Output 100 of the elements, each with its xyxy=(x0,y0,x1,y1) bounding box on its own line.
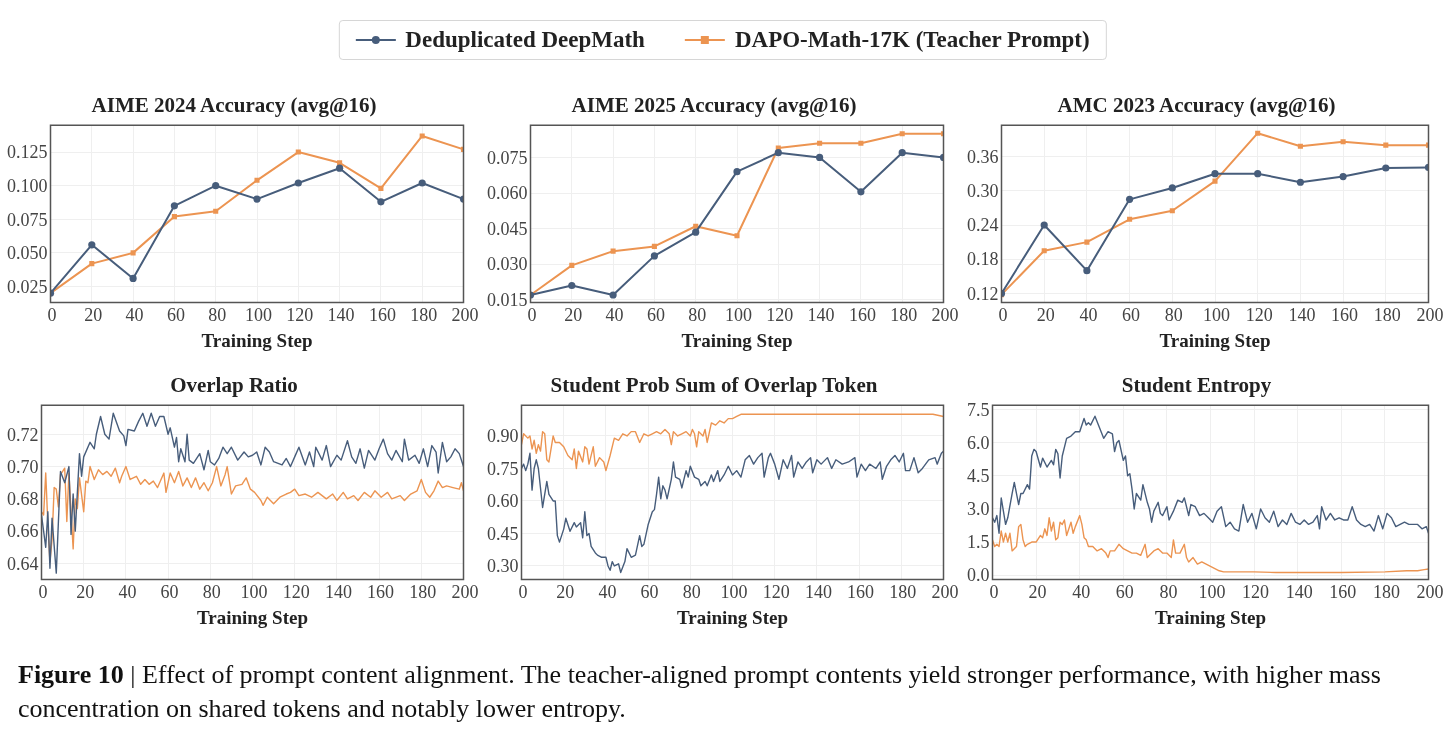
x-tick-label: 140 xyxy=(1285,582,1313,603)
y-tick-label: 0.075 xyxy=(487,147,528,168)
point xyxy=(1040,221,1048,229)
x-tick-label: 100 xyxy=(725,305,752,326)
point xyxy=(693,223,699,229)
point xyxy=(378,185,384,191)
x-tick-label: 40 xyxy=(598,582,617,603)
x-tick-label: 160 xyxy=(368,305,396,326)
x-tick-label: 140 xyxy=(807,305,835,326)
point xyxy=(337,160,343,166)
point xyxy=(816,153,824,162)
y-tick-label: 0.0 xyxy=(967,565,990,586)
point xyxy=(1084,239,1090,245)
x-tick-label: 0 xyxy=(998,305,1008,326)
x-tick-label: 180 xyxy=(889,582,917,603)
x-tick-label: 40 xyxy=(605,305,624,326)
chart-title: AIME 2025 Accuracy (avg@16) xyxy=(571,93,857,118)
point xyxy=(1083,267,1091,275)
y-tick-label: 0.64 xyxy=(7,553,39,574)
point xyxy=(253,195,261,203)
y-tick-label: 0.060 xyxy=(487,183,528,204)
point xyxy=(858,140,864,146)
x-tick-label: 120 xyxy=(762,582,790,603)
x-tick-label: 100 xyxy=(720,582,748,603)
chart-title: Overlap Ratio xyxy=(170,373,298,398)
point xyxy=(1041,248,1047,254)
x-tick-label: 180 xyxy=(410,305,438,326)
y-tick-label: 0.18 xyxy=(967,249,999,270)
chart-title: Student Entropy xyxy=(1121,373,1272,398)
point xyxy=(1212,178,1218,184)
x-tick-label: 200 xyxy=(931,305,959,326)
x-tick-label: 180 xyxy=(1373,305,1401,326)
x-tick-label: 20 xyxy=(76,582,95,603)
y-tick-label: 0.015 xyxy=(487,289,528,310)
y-tick-label: 0.30 xyxy=(967,181,999,202)
y-tick-label: 6.0 xyxy=(967,432,990,453)
point xyxy=(1126,195,1134,203)
y-tick-label: 1.5 xyxy=(967,532,990,553)
point xyxy=(213,208,219,214)
point xyxy=(419,133,425,139)
x-tick-label: 60 xyxy=(1122,305,1141,326)
chart-title: Student Prob Sum of Overlap Token xyxy=(550,373,878,398)
x-axis-title: Training Step xyxy=(676,606,789,628)
x-tick-label: 180 xyxy=(890,305,918,326)
x-tick-label: 20 xyxy=(1036,305,1055,326)
x-tick-label: 100 xyxy=(1198,582,1226,603)
x-tick-label: 40 xyxy=(1079,305,1098,326)
point xyxy=(1254,170,1262,178)
x-tick-label: 80 xyxy=(1159,582,1178,603)
y-tick-label: 4.5 xyxy=(967,466,990,487)
point xyxy=(377,198,385,206)
point xyxy=(733,168,741,176)
x-tick-label: 40 xyxy=(125,305,144,326)
x-tick-label: 100 xyxy=(1203,305,1230,326)
y-tick-label: 0.60 xyxy=(487,491,519,512)
x-tick-label: 180 xyxy=(409,582,437,603)
point xyxy=(1339,172,1347,181)
x-tick-label: 60 xyxy=(1115,582,1134,603)
x-tick-label: 200 xyxy=(451,305,479,326)
point xyxy=(1383,142,1389,148)
point xyxy=(609,291,617,299)
x-tick-label: 160 xyxy=(367,582,395,603)
x-tick-label: 80 xyxy=(688,305,707,326)
x-axis-title: Training Step xyxy=(1159,329,1271,351)
point xyxy=(1211,170,1219,178)
point xyxy=(650,252,658,260)
y-tick-label: 0.24 xyxy=(967,215,999,236)
x-tick-label: 0 xyxy=(38,582,48,603)
x-tick-label: 80 xyxy=(202,582,221,603)
y-tick-label: 0.70 xyxy=(7,456,39,477)
x-tick-label: 60 xyxy=(160,582,179,603)
point xyxy=(568,281,576,290)
x-tick-label: 200 xyxy=(451,582,479,603)
point xyxy=(1297,143,1303,149)
point xyxy=(1169,208,1175,214)
x-tick-label: 80 xyxy=(682,582,701,603)
y-tick-label: 0.66 xyxy=(7,521,39,542)
y-tick-label: 3.0 xyxy=(967,499,990,520)
legend-label: DAPO-Math-17K (Teacher Prompt) xyxy=(734,27,1090,53)
point xyxy=(774,149,782,157)
x-tick-label: 20 xyxy=(556,582,575,603)
point xyxy=(734,233,740,239)
y-tick-label: 0.68 xyxy=(7,489,39,510)
x-axis-title: Training Step xyxy=(201,329,313,351)
x-tick-label: 100 xyxy=(245,305,272,326)
point xyxy=(88,241,96,249)
x-tick-label: 80 xyxy=(208,305,227,326)
x-tick-label: 160 xyxy=(1331,305,1359,326)
x-tick-label: 60 xyxy=(646,305,665,326)
x-tick-label: 200 xyxy=(1416,305,1444,326)
x-tick-label: 140 xyxy=(1288,305,1316,326)
y-tick-label: 0.075 xyxy=(7,209,48,230)
point xyxy=(129,274,137,283)
x-axis-title: Training Step xyxy=(1154,606,1267,628)
point xyxy=(1127,216,1133,222)
point xyxy=(857,188,865,196)
x-axis-title: Training Step xyxy=(681,329,793,351)
point xyxy=(294,179,302,187)
x-tick-label: 80 xyxy=(1164,305,1183,326)
point xyxy=(1296,178,1304,186)
